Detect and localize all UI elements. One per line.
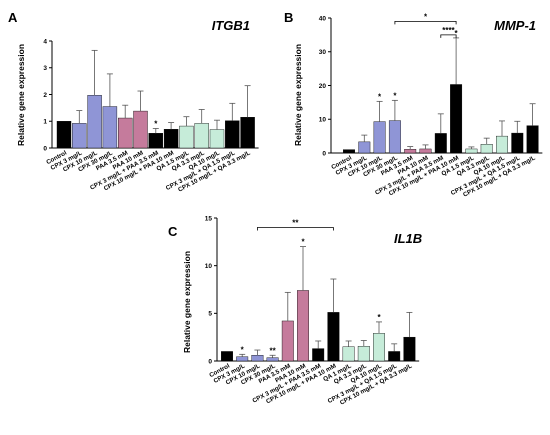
significance-bracket	[440, 34, 457, 38]
significance-label: *	[378, 92, 382, 101]
y-axis-label: Relative gene expression	[16, 44, 26, 146]
bar	[266, 357, 279, 362]
significance-label: *	[301, 238, 305, 247]
bar	[312, 348, 325, 362]
bar	[209, 129, 225, 149]
significance-label: *	[393, 91, 397, 100]
bar	[148, 133, 164, 149]
bar	[117, 117, 133, 149]
y-tick-label: 5	[208, 311, 212, 318]
bar	[358, 141, 371, 154]
bar	[133, 110, 148, 149]
gene-title: IL1B	[394, 231, 422, 246]
bracket-label: **	[292, 219, 299, 228]
y-tick-label: 0	[208, 358, 212, 365]
bracket-label: *	[424, 12, 428, 21]
bar	[450, 84, 463, 154]
bar	[343, 149, 355, 154]
y-tick-label: 15	[205, 215, 213, 222]
y-tick-label: 10	[319, 117, 327, 124]
y-tick-label: 4	[43, 38, 47, 45]
bar	[465, 148, 478, 154]
bar	[221, 351, 233, 362]
bar	[281, 320, 294, 362]
y-tick-label: 1	[43, 119, 47, 126]
gene-title: MMP-1	[494, 18, 536, 33]
y-axis-label: Relative gene expression	[182, 251, 192, 353]
y-tick-label: 10	[205, 263, 213, 270]
bar	[373, 333, 385, 362]
significance-label: **	[269, 346, 276, 355]
significance-bracket	[394, 20, 457, 25]
significance-bracket	[257, 227, 334, 231]
bar	[72, 123, 87, 149]
y-tick-label: 2	[43, 92, 47, 99]
bar	[87, 95, 102, 149]
y-tick-label: 3	[43, 65, 47, 72]
bar	[194, 123, 209, 149]
significance-label: *	[377, 313, 381, 322]
bar	[480, 144, 493, 154]
bar	[357, 346, 370, 362]
bar	[56, 121, 72, 149]
y-tick-label: 40	[319, 15, 327, 22]
bar	[373, 121, 386, 154]
significance-label: *	[455, 29, 459, 38]
panel-letter: B	[284, 10, 293, 25]
y-axis-label: Relative gene expression	[293, 44, 303, 146]
bar	[179, 125, 194, 149]
bar	[419, 148, 432, 154]
significance-label: *	[154, 119, 158, 128]
bar	[297, 290, 309, 362]
panel-letter: C	[168, 224, 178, 239]
bar	[102, 106, 118, 149]
y-tick-label: 0	[322, 150, 326, 157]
bar	[388, 120, 401, 154]
bracket-label: ****	[442, 26, 455, 35]
bar	[236, 356, 249, 362]
bar	[342, 346, 355, 362]
panel-letter: A	[8, 10, 18, 25]
y-tick-label: 20	[319, 83, 327, 90]
bar	[496, 135, 508, 154]
bar	[327, 312, 340, 362]
y-tick-label: 30	[319, 49, 327, 56]
significance-label: *	[241, 345, 245, 354]
y-tick-label: 0	[43, 145, 47, 152]
bar	[240, 117, 255, 149]
bar	[251, 355, 264, 362]
bar	[403, 336, 416, 362]
bar	[526, 125, 539, 154]
bar	[163, 129, 179, 149]
bar	[434, 133, 447, 154]
gene-title: ITGB1	[212, 18, 250, 33]
bar	[404, 149, 417, 154]
bar	[511, 132, 524, 154]
bar	[225, 120, 240, 149]
bar	[388, 351, 401, 362]
